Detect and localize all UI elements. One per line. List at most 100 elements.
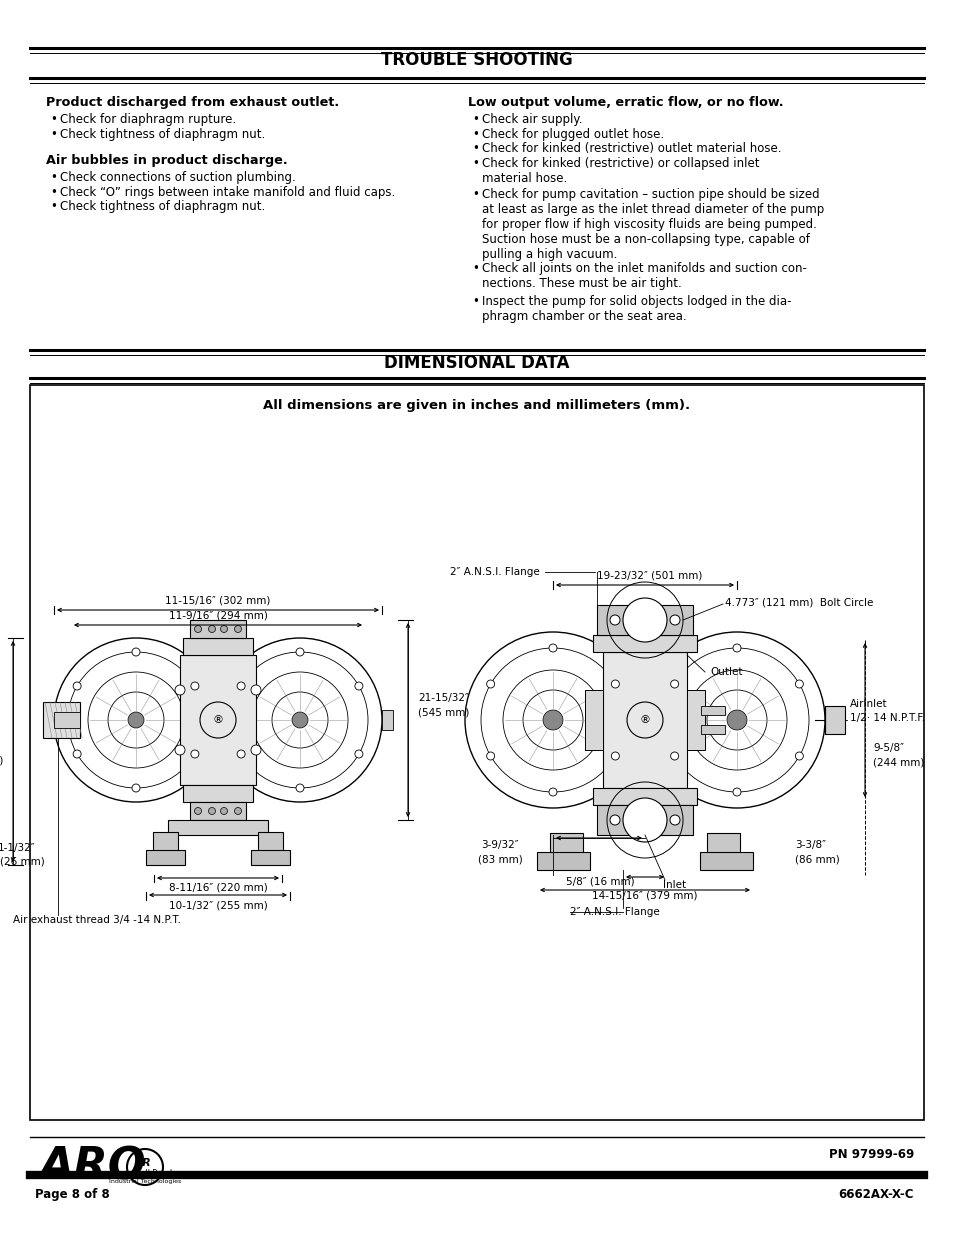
- Text: •: •: [472, 127, 478, 141]
- Bar: [700, 725, 724, 734]
- Bar: [251, 850, 290, 864]
- Circle shape: [611, 680, 618, 688]
- Text: Low output volume, erratic flow, or no flow.: Low output volume, erratic flow, or no f…: [468, 96, 782, 109]
- Bar: [183, 785, 253, 802]
- Circle shape: [191, 682, 198, 690]
- Text: (86 mm): (86 mm): [794, 853, 839, 864]
- Circle shape: [548, 643, 557, 652]
- Circle shape: [726, 710, 746, 730]
- Text: IR: IR: [138, 1158, 152, 1168]
- Text: Product discharged from exhaust outlet.: Product discharged from exhaust outlet.: [46, 96, 338, 109]
- Text: •: •: [472, 295, 478, 308]
- Bar: [146, 850, 185, 864]
- Bar: [152, 832, 178, 855]
- Circle shape: [128, 713, 144, 727]
- Circle shape: [669, 815, 679, 825]
- Text: 3-9/32″: 3-9/32″: [480, 840, 518, 850]
- Text: Air bubbles in product discharge.: Air bubbles in product discharge.: [46, 154, 287, 167]
- Text: Air exhaust thread 3/4 -14 N.P.T.: Air exhaust thread 3/4 -14 N.P.T.: [13, 915, 181, 925]
- Circle shape: [355, 750, 362, 758]
- Bar: [537, 852, 589, 869]
- Bar: [597, 805, 692, 835]
- Text: 6662AX-X-C: 6662AX-X-C: [838, 1188, 913, 1202]
- Circle shape: [670, 752, 678, 760]
- Circle shape: [795, 680, 802, 688]
- Bar: [550, 832, 582, 858]
- Text: •: •: [472, 188, 478, 200]
- Circle shape: [486, 752, 494, 760]
- Text: 9-5/8″: 9-5/8″: [872, 743, 903, 753]
- Circle shape: [194, 808, 201, 815]
- Text: Check all joints on the inlet manifolds and suction con-
nections. These must be: Check all joints on the inlet manifolds …: [481, 262, 806, 290]
- Text: AirInlet: AirInlet: [849, 699, 886, 709]
- Text: Check for plugged outlet hose.: Check for plugged outlet hose.: [481, 127, 663, 141]
- Circle shape: [732, 643, 740, 652]
- Circle shape: [251, 685, 261, 695]
- Text: Inspect the pump for solid objects lodged in the dia-
phragm chamber or the seat: Inspect the pump for solid objects lodge…: [481, 295, 791, 324]
- Bar: [593, 635, 697, 652]
- Text: 1-1/32″: 1-1/32″: [0, 844, 35, 853]
- Circle shape: [611, 752, 618, 760]
- Text: •: •: [50, 200, 57, 212]
- Text: Check for pump cavitation – suction pipe should be sized
at least as large as th: Check for pump cavitation – suction pipe…: [481, 188, 823, 261]
- Circle shape: [191, 750, 198, 758]
- Text: 2″ A.N.S.I. Flange: 2″ A.N.S.I. Flange: [450, 567, 539, 577]
- Circle shape: [629, 815, 639, 825]
- Text: •: •: [50, 112, 57, 126]
- Circle shape: [355, 682, 362, 690]
- Circle shape: [174, 685, 185, 695]
- Circle shape: [209, 808, 215, 815]
- Bar: [824, 706, 844, 734]
- Circle shape: [669, 615, 679, 625]
- Text: ®: ®: [213, 715, 223, 725]
- Bar: [700, 706, 724, 715]
- Text: 1/2· 14 N.P.T.F.: 1/2· 14 N.P.T.F.: [849, 713, 924, 722]
- Bar: [30, 385, 923, 1120]
- Bar: [190, 620, 246, 638]
- Circle shape: [542, 710, 562, 730]
- Circle shape: [209, 625, 215, 632]
- Text: Check tightness of diaphragm nut.: Check tightness of diaphragm nut.: [60, 127, 265, 141]
- Circle shape: [486, 680, 494, 688]
- Circle shape: [622, 798, 666, 842]
- Circle shape: [234, 625, 241, 632]
- Text: 4.773″ (121 mm)  Bolt Circle: 4.773″ (121 mm) Bolt Circle: [724, 597, 872, 606]
- Text: 8-11/16″ (220 mm): 8-11/16″ (220 mm): [169, 883, 267, 893]
- Text: •: •: [472, 157, 478, 169]
- Circle shape: [132, 648, 140, 656]
- Text: 11-15/16″ (302 mm): 11-15/16″ (302 mm): [165, 595, 271, 605]
- Circle shape: [220, 625, 227, 632]
- Bar: [700, 852, 752, 869]
- Circle shape: [73, 750, 81, 758]
- Bar: [602, 652, 686, 788]
- Bar: [190, 802, 246, 820]
- Circle shape: [220, 808, 227, 815]
- Text: Check for kinked (restrictive) outlet material hose.: Check for kinked (restrictive) outlet ma…: [481, 142, 781, 156]
- Text: •: •: [50, 170, 57, 184]
- Text: 3-3/8″: 3-3/8″: [794, 840, 825, 850]
- Text: 21-15/32″: 21-15/32″: [417, 693, 468, 703]
- Text: Check for diaphragm rupture.: Check for diaphragm rupture.: [60, 112, 236, 126]
- Circle shape: [73, 682, 81, 690]
- Text: 2″ A.N.S.I. Flange: 2″ A.N.S.I. Flange: [569, 906, 659, 918]
- Text: Ingersoll Rand: Ingersoll Rand: [117, 1168, 172, 1177]
- Circle shape: [295, 648, 304, 656]
- Circle shape: [548, 788, 557, 797]
- Circle shape: [194, 625, 201, 632]
- Bar: [593, 788, 697, 805]
- Text: PN 97999-69: PN 97999-69: [828, 1149, 913, 1161]
- Text: Check for kinked (restrictive) or collapsed inlet
material hose.: Check for kinked (restrictive) or collap…: [481, 157, 759, 184]
- Text: 10-1/32″ (255 mm): 10-1/32″ (255 mm): [169, 900, 267, 910]
- Circle shape: [732, 788, 740, 797]
- Bar: [597, 605, 692, 635]
- Circle shape: [237, 682, 245, 690]
- Text: (244 mm): (244 mm): [872, 757, 923, 767]
- Text: (26 mm): (26 mm): [0, 857, 45, 867]
- Bar: [686, 690, 704, 750]
- Text: TROUBLE SHOOTING: TROUBLE SHOOTING: [381, 51, 572, 69]
- Text: ARO: ARO: [40, 1146, 147, 1188]
- Text: 11-9/16″ (294 mm): 11-9/16″ (294 mm): [169, 610, 267, 620]
- Text: 19-23/32″ (501 mm): 19-23/32″ (501 mm): [597, 571, 702, 580]
- Circle shape: [295, 784, 304, 792]
- Bar: [381, 710, 393, 730]
